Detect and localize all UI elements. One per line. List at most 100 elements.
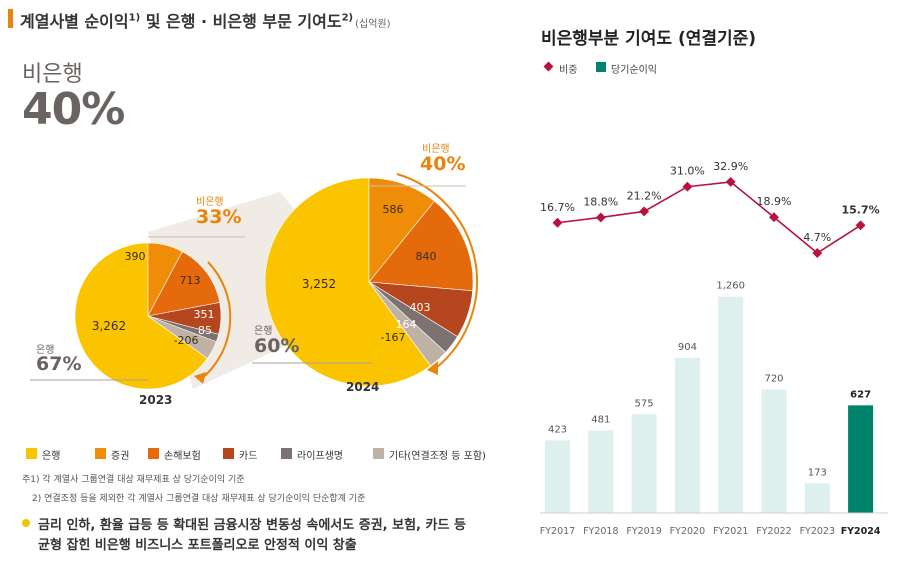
x-tick-FY2018: FY2018 (583, 526, 618, 537)
ratio-label-FY2023: 4.7% (803, 231, 831, 244)
arrow-2024-head (427, 361, 438, 375)
legend-swatch-card (223, 448, 234, 459)
pie2024-label-card: 403 (410, 301, 431, 314)
footnote-2: 2) 연결조정 등을 제외한 각 계열사 그룹연결 대상 재무제표 상 당기순이… (32, 494, 366, 504)
headline-value: 40% (22, 84, 125, 135)
legend-swatch-other (373, 448, 384, 459)
pie2024-year: 2024 (346, 380, 380, 394)
pie-charts: 3,262 390 713 351 85-206 3,252 586 840 403 164-1… (30, 173, 478, 390)
pie2024-bank-pct: 60% (254, 335, 300, 357)
bar-FY2022 (761, 389, 787, 513)
pie-2024: 3,252 586 840 403 164-167 (264, 177, 474, 387)
x-tick-FY2017: FY2017 (540, 526, 575, 537)
x-tick-FY2021: FY2021 (713, 526, 748, 537)
legend-net-income-swatch (596, 62, 606, 72)
pie2024-slice-securities (368, 177, 435, 283)
ratio-label-FY2021: 32.9% (713, 160, 748, 173)
title-accent-bar (8, 9, 13, 28)
pie2024-bank-label: 은행 (254, 326, 273, 337)
pie2023-nonbank-label: 비은행 (196, 197, 224, 208)
page-title: 계열사별 순이익1) 및 은행 · 비은행 부문 기여도2)(십억원) (20, 12, 391, 31)
headline-label: 비은행 (22, 62, 83, 87)
pie2024-label-life: 164 (396, 318, 417, 331)
pie2024-slice-other (368, 281, 447, 367)
bar-label-FY2019: 575 (635, 398, 654, 409)
bar-label-FY2024: 627 (850, 389, 871, 400)
pie2024-label-securities: 586 (383, 203, 404, 216)
ratio-marker-FY2019 (639, 206, 650, 217)
ratio-label-FY2022: 18.9% (757, 195, 792, 208)
bar-FY2017 (545, 440, 570, 513)
pie2023-nonbank-pct: 33% (196, 206, 242, 228)
ratio-marker-FY2020 (682, 181, 693, 192)
legend-label-securities: 증권 (111, 451, 130, 462)
bullet-line-2: 균형 잡힌 비은행 비즈니스 포트폴리오로 안정적 이익 창출 (38, 538, 357, 553)
x-tick-FY2019: FY2019 (626, 526, 661, 537)
ratio-label-FY2019: 21.2% (627, 189, 662, 202)
bar-label-FY2023: 173 (808, 467, 827, 478)
bar-FY2023 (804, 483, 830, 513)
pie2024-nonbank-label: 비은행 (422, 144, 450, 155)
legend-label-other: 기타(연결조정 등 포함) (389, 451, 486, 462)
ratio-marker-FY2018 (595, 212, 606, 223)
pie2024-slice-insurance (368, 200, 474, 292)
ratio-label-FY2024: 15.7% (842, 203, 880, 216)
pie2024-nonbank-pct: 40% (420, 153, 466, 175)
ratio-marker-FY2024 (855, 220, 866, 231)
bar-FY2018 (588, 430, 614, 513)
bar-FY2021 (718, 296, 744, 513)
legend-swatch-securities (95, 448, 106, 459)
pie2023-label-other: -206 (174, 334, 199, 347)
bullet-dot (22, 519, 30, 527)
legend-label-bank: 은행 (42, 451, 61, 462)
x-tick-FY2020: FY2020 (670, 526, 705, 537)
footnote-1: 주1) 각 계열사 그룹연결 대상 재무제표 상 당기순이익 기준 (22, 475, 245, 485)
pie2023-slice-other (147, 315, 217, 359)
pie2023-bank-label: 은행 (36, 345, 55, 356)
pie2024-label-other: -167 (381, 331, 406, 344)
pie2023-label-life: 85 (198, 324, 212, 337)
bar-label-FY2020: 904 (678, 342, 697, 353)
pie2023-label-card: 351 (194, 308, 215, 321)
legend-ratio-label: 비중 (559, 65, 578, 76)
right-chart-title: 비은행부분 기여도 (연결기준) (541, 29, 757, 49)
growth-arrows (194, 173, 478, 384)
legend-label-life: 라이프생명 (297, 451, 343, 462)
legend-swatch-life (281, 448, 292, 459)
pie2023-bank-pct: 67% (36, 353, 82, 375)
legend-ratio-swatch (543, 61, 554, 72)
bar-FY2024 (848, 405, 874, 513)
bar-label-FY2017: 423 (548, 424, 567, 435)
ratio-line (557, 181, 862, 254)
pie2024-label-insurance: 840 (416, 250, 437, 263)
bar-FY2020 (674, 357, 700, 513)
pie2023-slice-insurance (147, 251, 221, 317)
unit-label: (십억원) (355, 19, 391, 30)
arrow-2023-arc (199, 261, 232, 381)
arrow-2024-arc (396, 173, 478, 369)
pie2023-label-bank: 3,262 (92, 319, 126, 333)
ratio-label-FY2017: 16.7% (540, 201, 575, 214)
arrow-2023-head (194, 372, 206, 384)
bullet-line-1: 금리 인하, 환율 급등 등 확대된 금융시장 변동성 속에서도 증권, 보험,… (38, 518, 466, 533)
pie-2023: 3,262 390 713 351 85-206 (74, 242, 222, 390)
legend-label-insurance: 손해보험 (164, 451, 201, 462)
ratio-label-FY2020: 31.0% (670, 165, 705, 178)
pie2023-slice-bank (74, 242, 208, 390)
pie2023-label-insurance: 713 (180, 274, 201, 287)
bar-FY2019 (631, 414, 657, 513)
ratio-marker-FY2022 (769, 212, 779, 223)
legend-label-card: 카드 (239, 451, 258, 462)
pie2023-label-securities: 390 (125, 250, 146, 263)
ratio-label-FY2018: 18.8% (583, 195, 618, 208)
legend-swatch-bank (26, 448, 37, 459)
pie2024-slice-bank (264, 177, 432, 387)
bar-label-FY2018: 481 (591, 414, 610, 425)
x-tick-FY2024: FY2024 (841, 526, 881, 537)
x-tick-FY2022: FY2022 (756, 526, 791, 537)
bar-label-FY2022: 720 (764, 373, 783, 384)
ratio-marker-FY2017 (552, 217, 563, 228)
x-tick-FY2023: FY2023 (800, 526, 835, 537)
pie-legend: 은행 증권 손해보험 카드 라이프생명 기타(연결조정 등 포함) (26, 447, 506, 462)
